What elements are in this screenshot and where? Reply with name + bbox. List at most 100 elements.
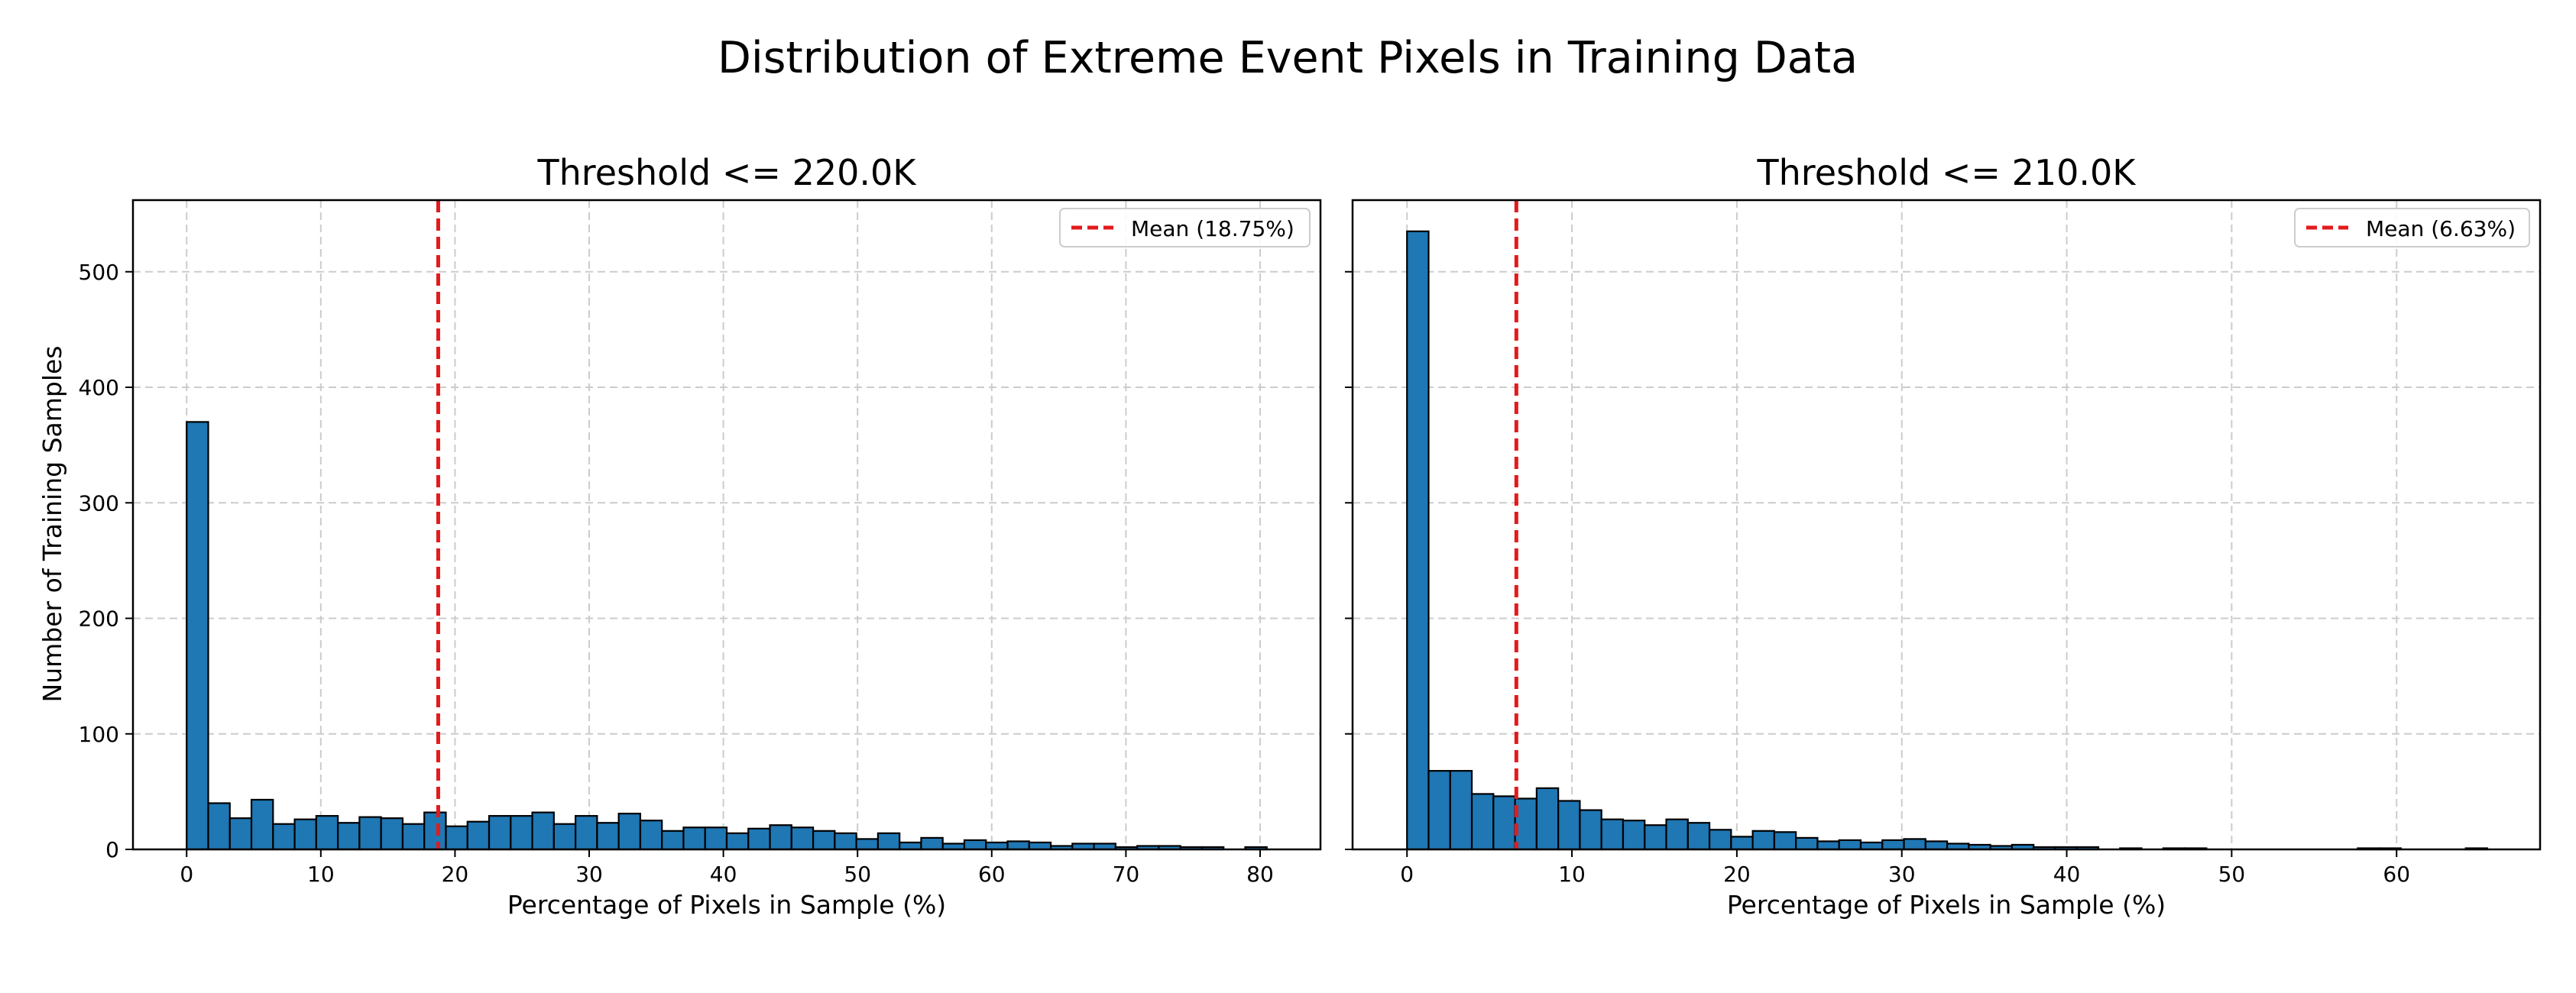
histogram-bar xyxy=(1557,800,1581,851)
histogram-bar xyxy=(445,825,468,851)
histogram-bar xyxy=(315,815,339,851)
histogram-bar xyxy=(250,798,274,851)
y-tick-label: 400 xyxy=(79,375,119,400)
y-axis-label: Number of Training Samples xyxy=(37,346,67,703)
histogram-bar xyxy=(510,815,533,851)
histogram-bar xyxy=(1449,770,1473,851)
subplot-left: Threshold <= 220.0K 0 10 20 30 40 50 60 70 80 0 1… xyxy=(79,152,1322,920)
histogram-bar xyxy=(423,811,447,851)
plot-frame-right xyxy=(1351,199,2542,851)
histogram-bar xyxy=(207,802,231,851)
histogram-bar xyxy=(963,839,987,851)
histogram-bar xyxy=(1859,841,1884,851)
histogram-bar xyxy=(1622,820,1646,851)
x-tick-label: 10 xyxy=(307,862,335,887)
histogram-bar xyxy=(920,836,944,851)
x-axis-label-left: Percentage of Pixels in Sample (%) xyxy=(507,890,946,920)
y-tick-label: 0 xyxy=(105,837,119,862)
histogram-bar xyxy=(790,826,815,851)
x-tick-label: 20 xyxy=(442,862,469,887)
legend-label-left: Mean (18.75%) xyxy=(1131,216,1294,241)
histogram-bar xyxy=(1687,822,1711,851)
subplot-title-right: Threshold <= 210.0K xyxy=(1757,152,2137,193)
x-tick-label: 80 xyxy=(1246,862,1274,887)
histogram-bar xyxy=(575,815,598,851)
histogram-bar xyxy=(876,832,901,851)
histogram-bar xyxy=(747,827,771,851)
legend-left: Mean (18.75%) xyxy=(1059,208,1311,247)
x-tick-label: 0 xyxy=(1400,862,1414,887)
x-tick-label: 60 xyxy=(978,862,1006,887)
histogram-bar xyxy=(488,815,512,851)
histogram-bar xyxy=(1816,840,1840,851)
histogram-bar xyxy=(1470,793,1495,851)
x-tick-label: 30 xyxy=(1888,862,1916,887)
y-tick-label: 500 xyxy=(79,260,119,285)
histogram-bar xyxy=(531,811,555,851)
y-tick-label: 100 xyxy=(79,722,119,747)
histogram-bar xyxy=(186,421,209,851)
histogram-bar xyxy=(401,823,426,851)
legend-box-left xyxy=(1059,208,1311,247)
histogram-bar xyxy=(1795,836,1819,851)
x-tick-label: 40 xyxy=(710,862,737,887)
histogram-bar xyxy=(985,841,1009,851)
histogram-bar xyxy=(1924,840,1949,851)
x-tick-label: 20 xyxy=(1723,862,1751,887)
histogram-bar xyxy=(1881,839,1905,851)
histogram-bar xyxy=(812,830,836,851)
histogram-bar xyxy=(834,832,857,851)
histogram-bar xyxy=(639,820,663,851)
histogram-bar xyxy=(228,817,253,851)
histogram-bar xyxy=(1903,838,1926,851)
x-tick-label: 50 xyxy=(2218,862,2246,887)
histogram-bar xyxy=(1708,829,1732,851)
subplot-right: Threshold <= 210.0K 0 10 20 30 40 50 60 Percen… xyxy=(1345,152,2542,920)
histogram-bar xyxy=(380,817,404,851)
histogram-bar xyxy=(1838,839,1862,851)
histogram-bar xyxy=(855,838,879,851)
x-tick-label: 0 xyxy=(180,862,193,887)
histogram-bar xyxy=(466,820,491,851)
histogram-bar xyxy=(272,823,296,851)
histogram-bar xyxy=(1579,809,1602,851)
histogram-bar xyxy=(617,813,642,851)
x-tick-label: 50 xyxy=(844,862,871,887)
histogram-bar xyxy=(1600,818,1625,851)
y-ticks-right xyxy=(1345,270,1353,850)
x-tick-label: 10 xyxy=(1558,862,1586,887)
x-ticks-left: 0 10 20 30 40 50 60 70 80 xyxy=(180,849,1274,887)
histogram-bars-right xyxy=(1406,230,2489,851)
x-tick-label: 70 xyxy=(1113,862,1140,887)
histogram-bar xyxy=(725,832,750,851)
legend-right: Mean (6.63%) xyxy=(2294,208,2530,247)
histogram-bar xyxy=(1535,787,1560,851)
histogram-bar xyxy=(1406,230,1430,851)
histogram-bar xyxy=(769,824,792,851)
histogram-bar xyxy=(1644,824,1667,851)
y-tick-label: 300 xyxy=(79,490,119,516)
histogram-bar xyxy=(1773,831,1797,851)
histogram-bar xyxy=(1028,841,1052,851)
histogram-bar xyxy=(358,816,382,851)
histogram-bar xyxy=(1492,795,1516,851)
histogram-bar xyxy=(596,822,620,851)
legend-label-right: Mean (6.63%) xyxy=(2366,216,2516,241)
x-tick-label: 30 xyxy=(575,862,603,887)
histogram-bar xyxy=(1427,770,1451,851)
histogram-bar xyxy=(661,830,685,851)
histogram-bar xyxy=(1730,836,1754,851)
x-ticks-right: 0 10 20 30 40 50 60 xyxy=(1400,849,2410,887)
histogram-bar xyxy=(1665,818,1689,851)
histogram-bar xyxy=(1514,797,1537,851)
histogram-bar xyxy=(1006,840,1030,851)
y-ticks-left: 0 100 200 300 400 500 xyxy=(79,260,133,862)
histogram-bar xyxy=(293,818,317,851)
histogram-bar xyxy=(552,823,577,851)
x-tick-label: 40 xyxy=(2053,862,2081,887)
histogram-bar xyxy=(337,822,361,851)
x-tick-label: 60 xyxy=(2383,862,2410,887)
y-tick-label: 200 xyxy=(79,606,119,632)
plot-frame-left xyxy=(131,199,1322,851)
legend-box-right xyxy=(2294,208,2530,247)
